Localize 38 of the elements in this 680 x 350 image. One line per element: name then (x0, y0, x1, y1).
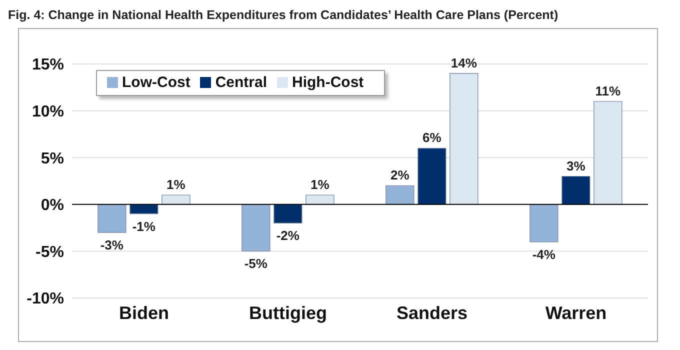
data-label: 2% (390, 168, 410, 183)
data-label: -5% (244, 256, 268, 272)
data-label: 3% (566, 158, 586, 174)
x-tick-label: Biden (118, 302, 170, 323)
bar (530, 204, 558, 242)
y-tick-label: 15% (32, 56, 64, 74)
bar (418, 148, 446, 205)
x-tick-label: Warren (545, 302, 607, 323)
data-label: -1% (132, 218, 156, 234)
y-tick-label: -5% (36, 244, 64, 261)
bar (450, 73, 478, 205)
legend-label: High-Cost (292, 74, 364, 91)
data-label: -4% (532, 246, 556, 262)
bar (562, 176, 590, 205)
y-tick-label: -10% (26, 290, 64, 308)
bar (306, 194, 334, 205)
data-label: 11% (595, 83, 622, 98)
bar (98, 204, 126, 233)
bar (242, 204, 270, 252)
y-tick-label: 10% (32, 103, 64, 120)
chart-title: Fig. 4: Change in National Health Expenditures from Candidates’ Health Care Plans (Percent) (8, 8, 560, 24)
data-label: 1% (166, 177, 186, 192)
data-label: 6% (422, 130, 442, 146)
bar (386, 185, 414, 205)
bar (594, 101, 622, 205)
data-label: -2% (276, 228, 300, 244)
bar (130, 204, 158, 214)
legend-label: Low-Cost (122, 74, 190, 91)
x-tick-label: Buttigieg (249, 302, 327, 323)
x-tick-label: Sanders (396, 302, 468, 323)
bar (274, 204, 302, 224)
data-label: 1% (310, 177, 330, 192)
legend-label: Central (215, 74, 268, 91)
data-label: 14% (450, 55, 478, 70)
data-label: -3% (100, 237, 124, 252)
bar (162, 194, 190, 205)
y-tick-label: 5% (40, 150, 64, 168)
y-tick-label: 0% (40, 197, 64, 214)
